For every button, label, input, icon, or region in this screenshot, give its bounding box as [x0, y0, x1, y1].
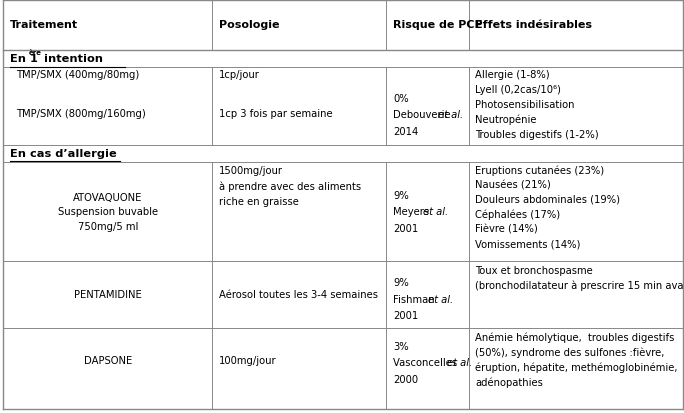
Text: 1cp/jour: 1cp/jour [219, 70, 260, 80]
Text: Traitement: Traitement [10, 20, 79, 30]
Text: 0%: 0% [393, 94, 409, 104]
Text: Eruptions cutanées (23%): Eruptions cutanées (23%) [475, 165, 605, 176]
Text: 2001: 2001 [393, 224, 419, 234]
Text: ATOVAQUONE: ATOVAQUONE [73, 193, 142, 203]
Text: PENTAMIDINE: PENTAMIDINE [74, 290, 142, 300]
Text: intention: intention [40, 54, 103, 64]
Text: Debouverie: Debouverie [393, 110, 454, 120]
Text: Nausées (21%): Nausées (21%) [475, 180, 551, 190]
Text: Allergie (1-8%): Allergie (1-8%) [475, 70, 550, 80]
Text: Meyers: Meyers [393, 207, 432, 217]
Text: Suspension buvable: Suspension buvable [57, 207, 158, 217]
Text: Risque de PCP: Risque de PCP [393, 20, 483, 30]
Text: 9%: 9% [393, 278, 409, 288]
Text: 2001: 2001 [393, 311, 419, 321]
Text: Aérosol toutes les 3-4 semaines: Aérosol toutes les 3-4 semaines [219, 290, 378, 300]
Text: éruption, hépatite, methémoglobinémie,: éruption, hépatite, methémoglobinémie, [475, 362, 678, 373]
Text: 1500mg/jour: 1500mg/jour [219, 166, 283, 176]
Text: Fishman: Fishman [393, 295, 435, 305]
Text: Fièvre (14%): Fièvre (14%) [475, 225, 538, 235]
Text: et al.: et al. [423, 207, 449, 217]
Text: TMP/SMX (800mg/160mg): TMP/SMX (800mg/160mg) [16, 109, 146, 119]
Text: Posologie: Posologie [219, 20, 279, 30]
Text: Céphalées (17%): Céphalées (17%) [475, 210, 560, 220]
Text: et al.: et al. [428, 295, 453, 305]
Text: Lyell (0,2cas/10⁶): Lyell (0,2cas/10⁶) [475, 85, 562, 95]
Text: En 1: En 1 [10, 54, 38, 64]
Text: Douleurs abdominales (19%): Douleurs abdominales (19%) [475, 195, 620, 205]
Text: 1cp 3 fois par semaine: 1cp 3 fois par semaine [219, 109, 332, 119]
Text: ère: ère [29, 50, 42, 56]
Text: TMP/SMX (400mg/80mg): TMP/SMX (400mg/80mg) [16, 70, 139, 80]
Text: 2000: 2000 [393, 375, 419, 385]
Text: Toux et bronchospasme: Toux et bronchospasme [475, 266, 593, 276]
Text: DAPSONE: DAPSONE [83, 356, 132, 366]
Text: (bronchodilatateur à prescrire 15 min avant): (bronchodilatateur à prescrire 15 min av… [475, 281, 684, 291]
Text: 750mg/5 ml: 750mg/5 ml [77, 222, 138, 232]
Text: 100mg/jour: 100mg/jour [219, 356, 276, 366]
Text: Neutropénie: Neutropénie [475, 115, 537, 125]
Text: Anémie hémolytique,  troubles digestifs: Anémie hémolytique, troubles digestifs [475, 332, 674, 343]
Text: Photosensibilisation: Photosensibilisation [475, 100, 575, 110]
Text: Vasconcelles: Vasconcelles [393, 358, 460, 368]
Text: riche en graisse: riche en graisse [219, 197, 299, 206]
Text: Vomissements (14%): Vomissements (14%) [475, 240, 581, 249]
Text: à prendre avec des aliments: à prendre avec des aliments [219, 181, 361, 192]
Text: (50%), syndrome des sulfones :fièvre,: (50%), syndrome des sulfones :fièvre, [475, 347, 665, 358]
Text: 3%: 3% [393, 342, 409, 352]
Text: et al.: et al. [438, 110, 464, 120]
Text: 2014: 2014 [393, 127, 419, 137]
Text: adénopathies: adénopathies [475, 377, 543, 387]
Text: Troubles digestifs (1-2%): Troubles digestifs (1-2%) [475, 130, 599, 140]
Text: Effets indésirables: Effets indésirables [475, 20, 592, 30]
Text: 9%: 9% [393, 191, 409, 201]
Text: En cas d’allergie: En cas d’allergie [10, 149, 117, 159]
Text: et al.: et al. [447, 358, 472, 368]
